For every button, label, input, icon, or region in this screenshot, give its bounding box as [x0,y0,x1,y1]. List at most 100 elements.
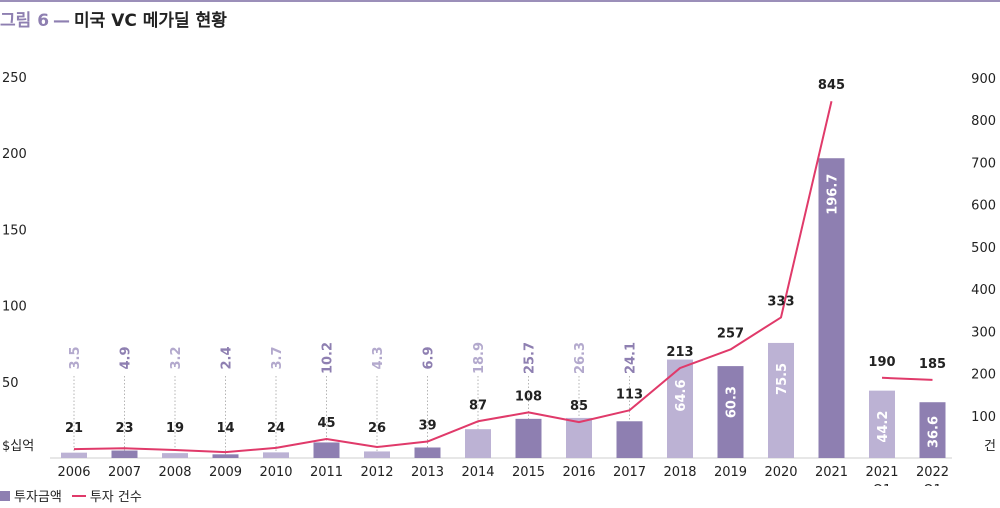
bar-value-label: 44.2 [876,411,891,443]
y-right-tick-label: 100 [971,410,996,425]
legend-line-swatch [71,494,86,497]
line-value-label: 845 [818,78,845,93]
figure-title-text: 미국 VC 메가딜 현황 [74,11,227,31]
bar-value-label: 64.6 [674,380,689,412]
line-value-label: 24 [267,421,285,436]
x-tick-label: Q1 [873,483,892,486]
x-tick-label: 2012 [360,465,393,480]
line-value-label: 113 [616,387,643,402]
bar-value-label: 3.2 [169,346,184,369]
line-value-label: 85 [570,399,588,414]
x-tick-label: 2018 [663,465,696,480]
bar-value-label: 196.7 [826,174,841,215]
bar [515,418,542,458]
bar-value-label: 6.9 [422,346,437,369]
x-tick-label: 2010 [259,465,292,480]
bar [768,342,794,458]
y-left-tick-label: 150 [2,223,27,238]
x-tick-label: 2007 [108,465,141,480]
y-right-tick-label: 400 [971,283,996,298]
top-rule [0,0,1000,2]
bar-value-label: 2.4 [220,346,235,369]
x-tick-label: 2009 [209,465,242,480]
bar-value-label: 75.5 [775,363,790,395]
bar-value-label: 10.2 [321,342,336,374]
y-right-tick-label: 900 [971,72,996,87]
y-right-unit-label: 건 [984,439,996,454]
bar [313,442,340,458]
figure-number: 그림 6 [0,11,50,31]
x-tick-label: Q1 [923,483,942,486]
line-value-label: 108 [515,389,542,404]
y-right-tick-label: 600 [971,199,996,214]
bar [414,447,441,458]
x-tick-label: 2020 [764,465,797,480]
x-tick-label: 2015 [512,465,545,480]
bar-value-label: 4.3 [371,346,386,369]
x-tick-label: 2013 [411,465,444,480]
x-tick-label: 2006 [57,465,90,480]
bar-value-label: 25.7 [523,342,538,374]
bar-value-label: 4.9 [119,346,134,369]
bar-value-label: 3.5 [68,346,83,369]
bar [919,402,946,458]
x-tick-label: 2016 [562,465,595,480]
line-value-label: 213 [666,345,693,360]
line-value-label: 21 [65,421,83,436]
title-separator: — [53,11,71,31]
bar [61,452,87,458]
y-left-unit-label: $십억 [2,439,34,454]
y-left-tick-label: 100 [2,300,27,315]
line-value-label: 19 [166,421,184,436]
bar-value-label: 36.6 [927,416,942,448]
line-value-label: 185 [919,357,946,372]
y-right-tick-label: 300 [971,325,996,340]
y-left-tick-label: 50 [2,376,19,391]
bar [869,390,895,458]
legend-bar-label: 투자금액 [14,490,62,505]
bar-value-label: 18.9 [472,342,487,374]
x-tick-label: 2017 [613,465,646,480]
bar-value-label: 60.3 [725,386,740,418]
y-right-tick-label: 500 [971,241,996,256]
x-tick-label: 2022 [916,465,949,480]
x-tick-label: 2021 [815,465,848,480]
x-tick-label: 2019 [714,465,747,480]
figure-title: 그림 6— 미국 VC 메가딜 현황 [0,6,227,31]
x-tick-label: 2014 [461,465,494,480]
line-value-label: 23 [115,421,133,436]
bar-value-label: 26.3 [573,342,588,374]
y-right-tick-label: 200 [971,368,996,383]
bar-value-label: 3.7 [270,346,285,369]
y-left-tick-label: 250 [2,71,27,86]
legend: 투자금액 투자 건수 [0,486,142,505]
bar [566,417,592,458]
x-tick-label: 2021 [865,465,898,480]
bar [465,429,491,458]
legend-bar-swatch [0,490,10,501]
y-right-tick-label: 800 [971,114,996,129]
y-right-tick-label: 700 [971,156,996,171]
bar [111,450,138,458]
bar [818,158,845,459]
bar-value-label: 24.1 [624,342,639,374]
bar [263,452,289,458]
bar [364,451,390,458]
mega-deal-chart: $십억 건 50 100 150 200 250 100 200 300 400 500 600 70… [2,71,996,486]
line-value-label: 45 [317,416,335,431]
line-value-label: 26 [368,421,386,436]
line-value-label: 190 [868,355,895,370]
line-value-label: 257 [717,326,744,341]
line-value-label: 333 [767,294,794,309]
line-series [73,101,833,454]
x-tick-label: 2011 [310,465,343,480]
y-left-tick-label: 200 [2,147,27,162]
line-value-label: 14 [216,421,234,436]
bar [212,454,239,458]
line-value-label: 87 [469,398,487,413]
x-tick-label: 2008 [158,465,191,480]
bar [616,421,643,458]
legend-line-label: 투자 건수 [89,490,142,505]
bar [717,366,744,458]
line-value-label: 39 [418,419,436,434]
